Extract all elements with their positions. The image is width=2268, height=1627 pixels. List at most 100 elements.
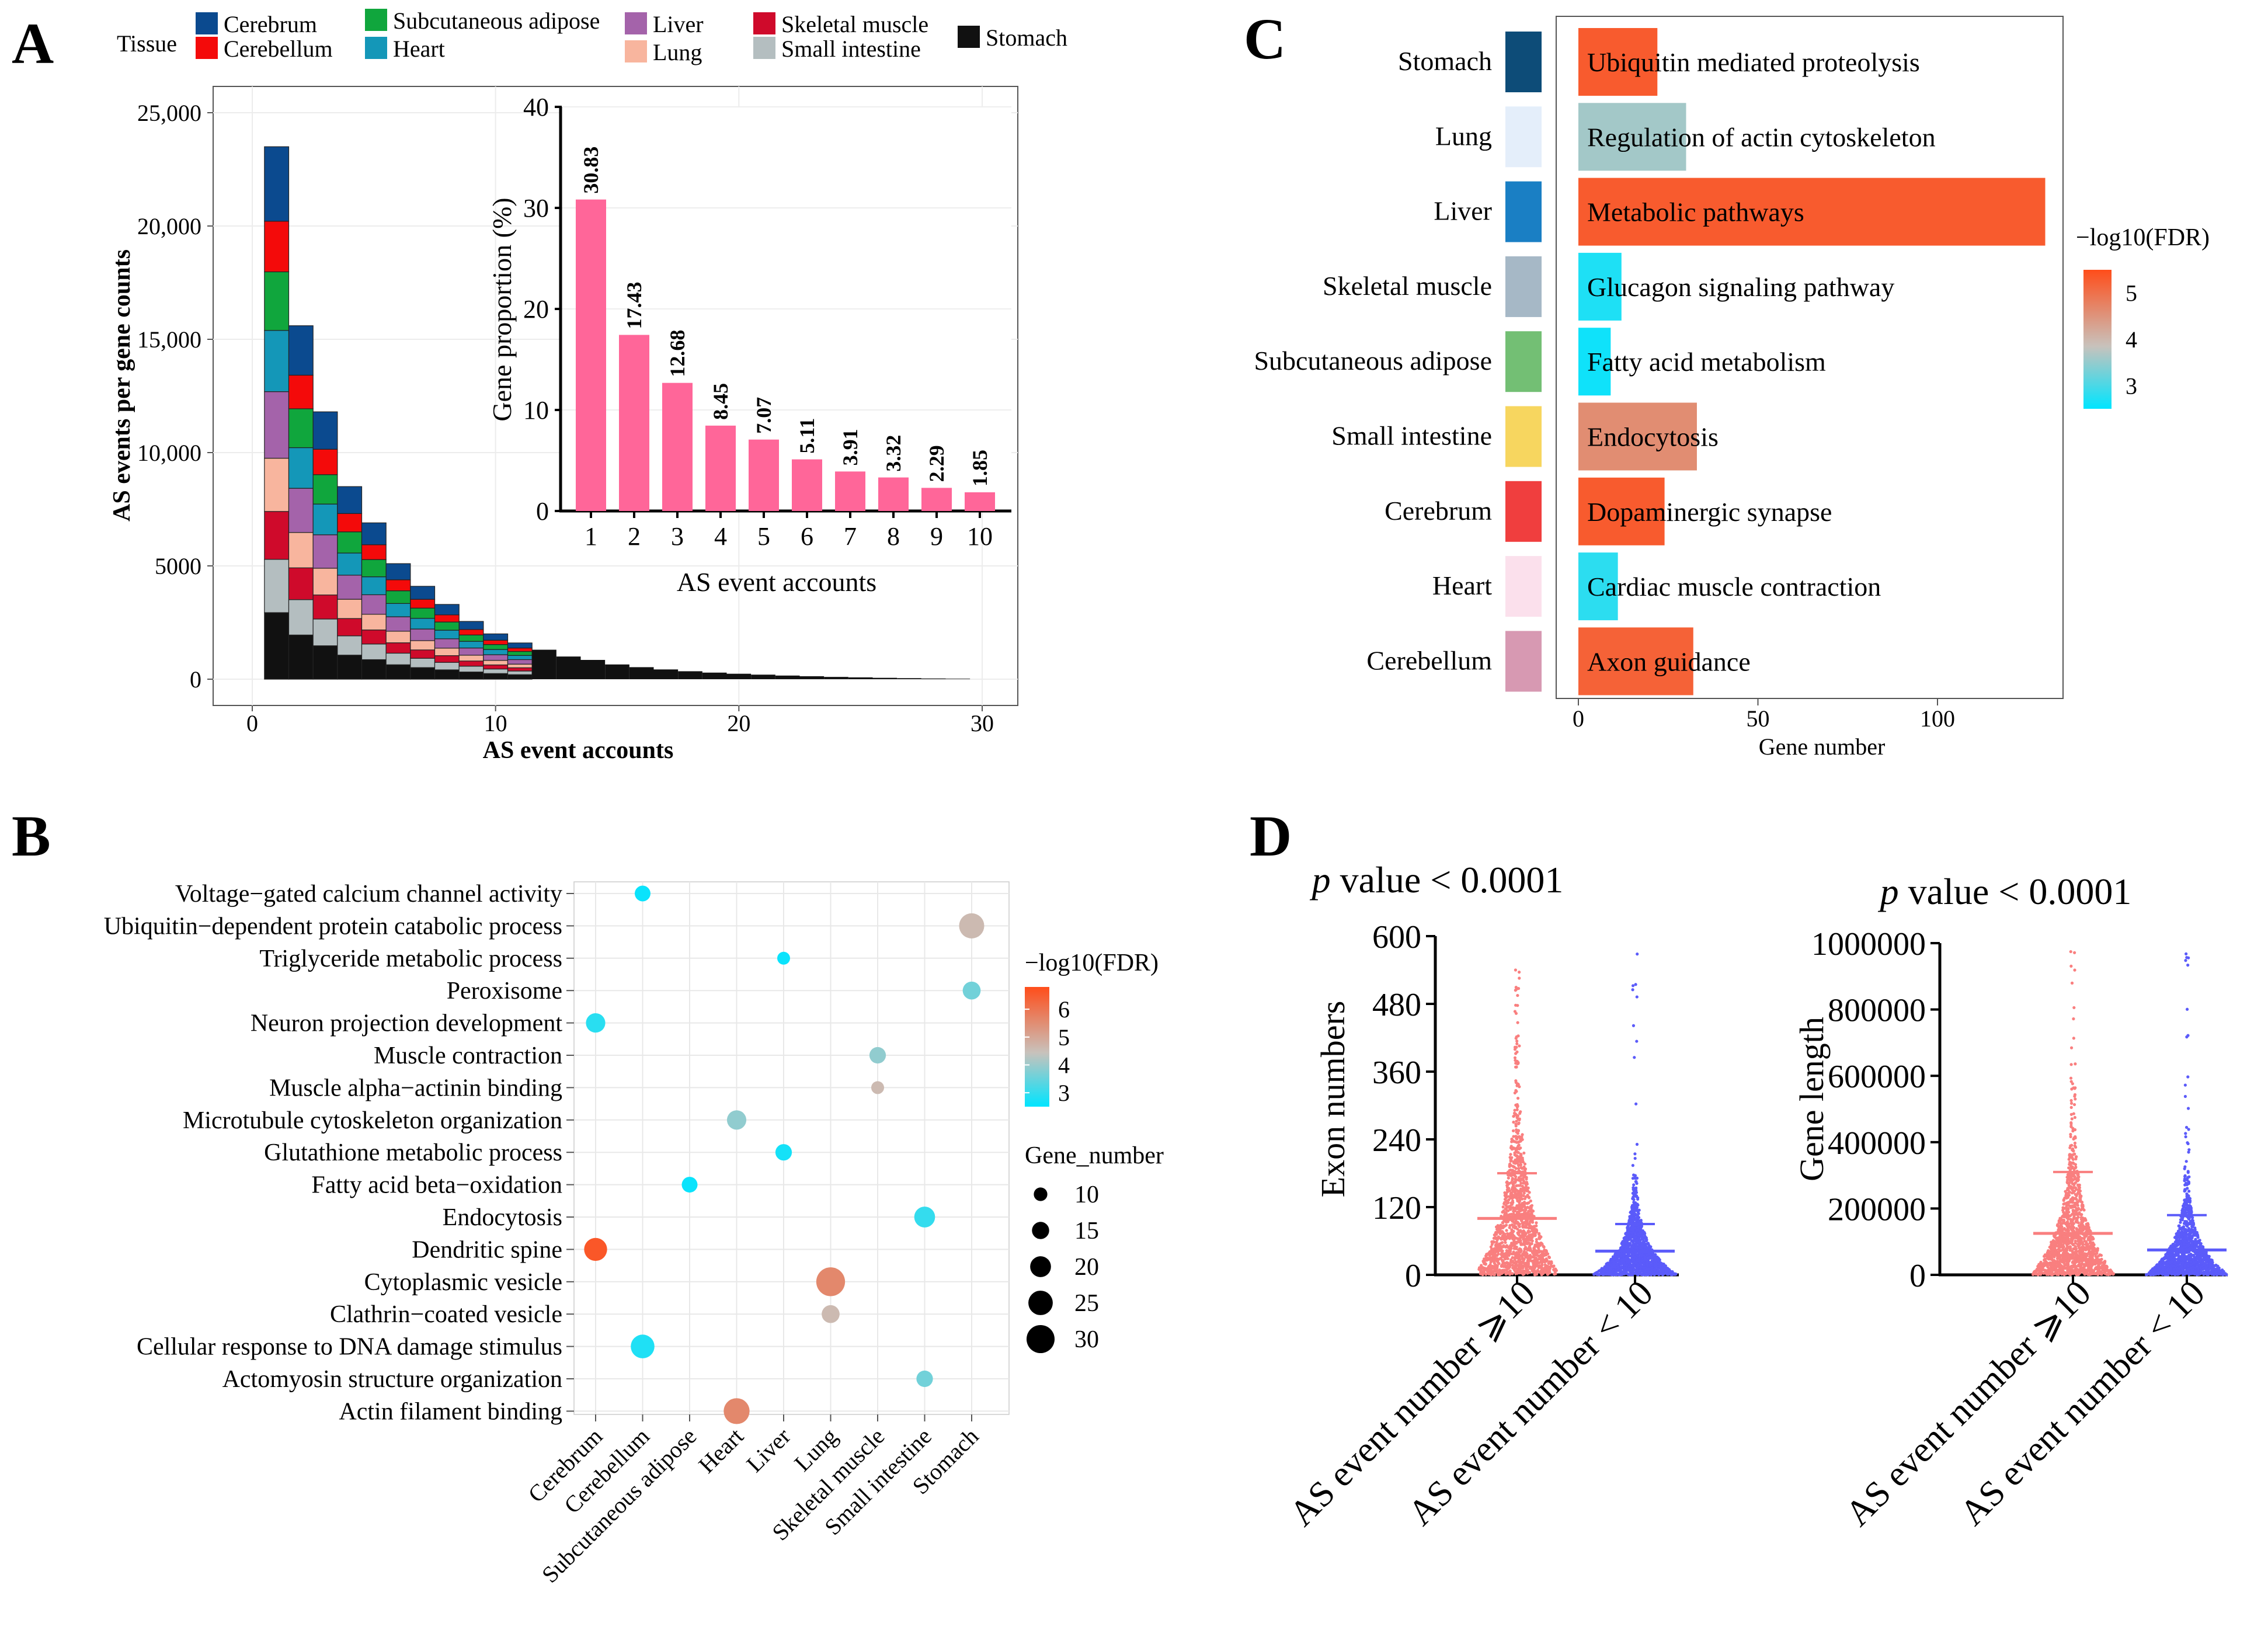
d-exon-point xyxy=(1528,1223,1531,1226)
d-exon-point xyxy=(1512,1111,1516,1115)
a-bar-8-cerebellum xyxy=(434,614,460,623)
a-bar-4-stomach xyxy=(337,655,363,680)
d-length-point xyxy=(2096,1271,2099,1275)
d-exon-point xyxy=(1522,1194,1525,1198)
c-tissue-label-cerebrum: Cerebrum xyxy=(1385,496,1492,526)
c-tissue-label-subcutaneous-adipose: Subcutaneous adipose xyxy=(1254,346,1492,376)
d-exon-point xyxy=(1500,1255,1504,1259)
d-length-point xyxy=(2075,1218,2079,1222)
d-exon-point xyxy=(1507,1176,1510,1180)
d-length-point xyxy=(2074,1145,2078,1149)
d-exon-point xyxy=(1643,1232,1647,1235)
d-exon-point xyxy=(1535,1224,1538,1228)
d-exon-point xyxy=(1512,1235,1516,1238)
d-length-point xyxy=(2060,1254,2064,1257)
c-color-tick-label: 3 xyxy=(2126,373,2137,399)
d-exon-point xyxy=(1504,1240,1507,1244)
d-exon-point xyxy=(1497,1252,1500,1256)
d-length-point xyxy=(2071,1209,2075,1212)
d-exon-point xyxy=(1488,1254,1491,1257)
d-exon-point xyxy=(1515,1253,1519,1257)
d-length-point xyxy=(2067,1253,2070,1256)
d-length-point xyxy=(2069,1247,2072,1250)
d-length-point xyxy=(2074,1062,2077,1066)
d-exon-point xyxy=(1496,1229,1500,1233)
d-length-point xyxy=(2082,1237,2086,1240)
d-length-point xyxy=(2069,1063,2073,1066)
a-bar-6-cerebrum xyxy=(385,563,411,580)
d-exon-point xyxy=(1518,1259,1522,1262)
d-exon-point xyxy=(1514,1154,1518,1157)
a-inset-x-tick-label: 6 xyxy=(801,522,813,551)
c-x-axis-label: Gene number xyxy=(1759,733,1886,760)
d-length-point xyxy=(2074,1239,2077,1243)
c-color-legend-bar xyxy=(2083,270,2112,409)
d-exon-point xyxy=(1632,1024,1636,1027)
d-exon-point xyxy=(1637,1237,1640,1240)
d-length-point xyxy=(2069,1264,2074,1268)
d-length-point xyxy=(2066,1261,2069,1265)
c-bar-label-dopaminergic-synapse: Dopaminergic synapse xyxy=(1587,497,1832,527)
d-length-point xyxy=(2072,1017,2075,1021)
d-exon-point xyxy=(1508,1164,1511,1169)
a-bar-15 xyxy=(605,664,629,679)
a-bar-27 xyxy=(897,678,921,679)
d-exon-point xyxy=(1503,1238,1507,1242)
d-exon-point xyxy=(1626,1245,1629,1249)
d-exon-point xyxy=(1535,1253,1538,1257)
a-inset-value-label: 7.07 xyxy=(752,397,775,434)
d-exon-point xyxy=(1512,1186,1516,1190)
d-exon-point xyxy=(1540,1242,1544,1246)
d-exon-point xyxy=(1515,1184,1518,1188)
d-exon-point xyxy=(1628,1264,1632,1268)
d-exon-point xyxy=(1482,1260,1486,1264)
d-exon-point xyxy=(1510,1260,1514,1264)
d-length-point xyxy=(2075,1264,2078,1268)
d-exon-point xyxy=(1535,1230,1538,1234)
c-tissue-swatch-subcutaneous-adipose xyxy=(1505,331,1542,392)
d-exon-point xyxy=(1634,1243,1638,1247)
a-y-tick-label: 20,000 xyxy=(137,213,201,239)
d-exon-point xyxy=(1500,1264,1503,1268)
d-exon-point xyxy=(1650,1259,1654,1263)
d-exon-point xyxy=(1518,1197,1522,1201)
d-exon-point xyxy=(1527,1212,1531,1216)
d-exon-point xyxy=(1545,1253,1549,1256)
d-exon-point xyxy=(1505,1186,1509,1189)
d-exon-point xyxy=(1512,1208,1515,1212)
legend-swatch-subcutaneous-adipose xyxy=(365,9,387,31)
d-exon-point xyxy=(1523,1247,1526,1251)
d-length-point xyxy=(2070,981,2074,985)
d-exon-point xyxy=(1532,1270,1535,1274)
d-length-point xyxy=(2055,1236,2059,1240)
d-exon-point xyxy=(1529,1247,1532,1251)
d-exon-point xyxy=(1521,1221,1524,1225)
d-length-point xyxy=(2085,1222,2088,1226)
a-inset-x-tick-label: 8 xyxy=(887,522,900,551)
d-exon-point xyxy=(1522,1214,1526,1218)
d-length-point xyxy=(2096,1249,2099,1252)
d-exon-point xyxy=(1519,1154,1523,1157)
d-exon-point xyxy=(1515,1103,1519,1107)
d-exon-point xyxy=(1514,1222,1517,1225)
d-exon-point xyxy=(1505,1180,1509,1184)
c-bar-label-fatty-acid-metabolism: Fatty acid metabolism xyxy=(1587,347,1826,377)
d-exon-point xyxy=(1518,1085,1521,1089)
d-exon-point xyxy=(1525,1177,1528,1181)
a-bar-9-skeletal-muscle xyxy=(458,660,484,667)
d-length-point xyxy=(2072,1037,2075,1040)
d-exon-point xyxy=(1629,1228,1632,1232)
panel-label-d: D xyxy=(1250,804,1292,868)
d-exon-point xyxy=(1631,1164,1634,1167)
a-bar-7-small-intestine xyxy=(410,658,436,668)
d-length-point xyxy=(2087,1227,2090,1231)
d-exon-point xyxy=(1622,1257,1626,1261)
b-y-label-ubiquitin-dependent-protein-catabolic-process: Ubiquitin−dependent protein catabolic pr… xyxy=(104,913,562,940)
d-exon-point xyxy=(1514,986,1518,989)
b-bubble-small-intestine-endocytosis xyxy=(914,1207,935,1228)
d-length-point xyxy=(2074,1186,2077,1190)
d-exon-point xyxy=(1609,1257,1613,1261)
d-length-point xyxy=(2083,1271,2087,1275)
